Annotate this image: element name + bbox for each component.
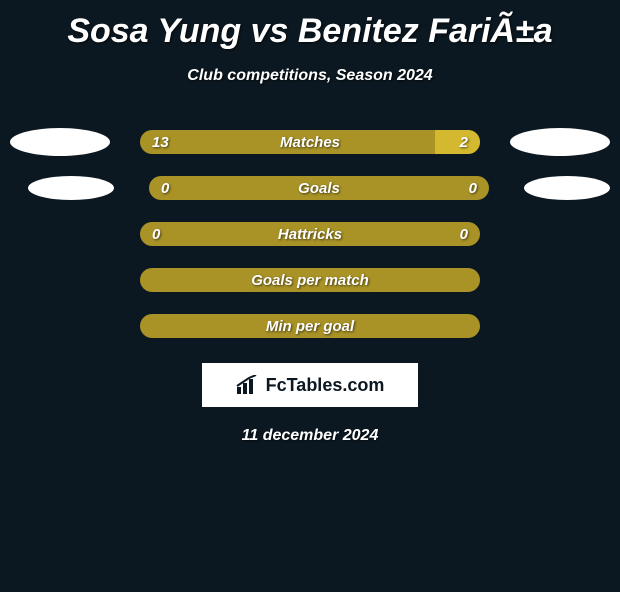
stat-label: Matches [140, 130, 480, 154]
comparison-row: 0Hattricks0 [0, 211, 620, 257]
stat-bar: 13Matches2 [140, 130, 480, 154]
stat-bar: Goals per match [140, 268, 480, 292]
stat-label: Min per goal [140, 314, 480, 338]
stat-label: Goals [149, 176, 489, 200]
stat-right-value: 2 [460, 130, 468, 154]
stat-right-value: 0 [469, 176, 477, 200]
date-line: 11 december 2024 [0, 427, 620, 445]
subtitle: Club competitions, Season 2024 [0, 67, 620, 85]
stat-label: Goals per match [140, 268, 480, 292]
brand-badge[interactable]: FcTables.com [202, 363, 418, 407]
stat-label: Hattricks [140, 222, 480, 246]
team-logo-right [510, 128, 610, 156]
team-logo-right [524, 176, 610, 200]
stat-bar: 0Goals0 [149, 176, 489, 200]
stats-chart-icon [236, 375, 260, 395]
comparison-row: 0Goals0 [0, 165, 620, 211]
team-logo-left [10, 128, 110, 156]
comparison-row: Min per goal [0, 303, 620, 349]
comparison-row: Goals per match [0, 257, 620, 303]
stat-bar: 0Hattricks0 [140, 222, 480, 246]
comparison-row: 13Matches2 [0, 119, 620, 165]
comparison-rows: 13Matches20Goals00Hattricks0Goals per ma… [0, 119, 620, 349]
brand-text: FcTables.com [266, 375, 385, 396]
team-logo-left [28, 176, 114, 200]
stat-right-value: 0 [460, 222, 468, 246]
stat-bar: Min per goal [140, 314, 480, 338]
page-title: Sosa Yung vs Benitez FariÃ±a [0, 12, 620, 51]
